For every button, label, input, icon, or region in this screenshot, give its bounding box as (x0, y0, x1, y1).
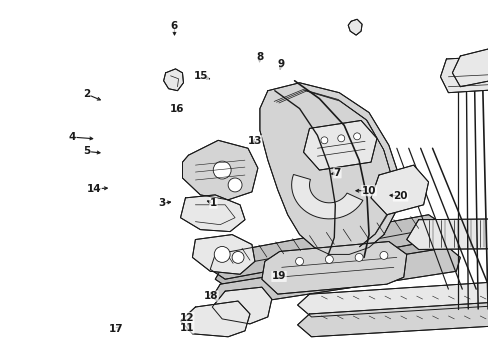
Polygon shape (441, 56, 490, 93)
Circle shape (228, 178, 242, 192)
Text: 3: 3 (159, 198, 166, 208)
Circle shape (232, 251, 244, 264)
Text: 17: 17 (109, 324, 123, 334)
Text: 5: 5 (83, 147, 91, 157)
Polygon shape (348, 19, 362, 35)
Circle shape (321, 137, 328, 144)
Polygon shape (303, 121, 377, 170)
Polygon shape (212, 287, 272, 324)
Text: 11: 11 (179, 323, 194, 333)
Circle shape (295, 257, 303, 265)
Polygon shape (297, 297, 490, 337)
Polygon shape (212, 247, 460, 307)
Text: 6: 6 (171, 21, 178, 31)
Text: 18: 18 (204, 291, 218, 301)
Text: 19: 19 (272, 271, 286, 282)
Polygon shape (182, 140, 258, 200)
Polygon shape (193, 235, 255, 274)
Circle shape (354, 133, 361, 140)
Text: 10: 10 (362, 186, 376, 196)
Polygon shape (180, 301, 250, 337)
Polygon shape (452, 49, 490, 87)
Circle shape (380, 251, 388, 260)
Circle shape (325, 255, 333, 264)
Polygon shape (371, 165, 429, 215)
Circle shape (338, 135, 345, 142)
Text: 9: 9 (278, 59, 285, 69)
Text: 8: 8 (256, 52, 263, 62)
Text: 16: 16 (170, 104, 184, 113)
Polygon shape (164, 69, 183, 91)
Circle shape (213, 161, 231, 179)
Polygon shape (297, 277, 490, 317)
Polygon shape (210, 215, 443, 279)
Polygon shape (407, 218, 490, 249)
Circle shape (214, 247, 230, 262)
Text: 20: 20 (393, 191, 408, 201)
Polygon shape (260, 83, 399, 255)
Polygon shape (292, 175, 363, 219)
Polygon shape (215, 228, 453, 289)
Text: 15: 15 (194, 71, 208, 81)
Text: 12: 12 (179, 312, 194, 323)
Text: 2: 2 (83, 89, 91, 99)
Text: 1: 1 (210, 198, 217, 208)
Polygon shape (262, 242, 407, 294)
Circle shape (355, 253, 363, 261)
Text: 4: 4 (69, 132, 76, 142)
Text: 13: 13 (247, 136, 262, 146)
Text: 7: 7 (334, 168, 341, 178)
Text: 14: 14 (87, 184, 101, 194)
Polygon shape (180, 195, 245, 231)
